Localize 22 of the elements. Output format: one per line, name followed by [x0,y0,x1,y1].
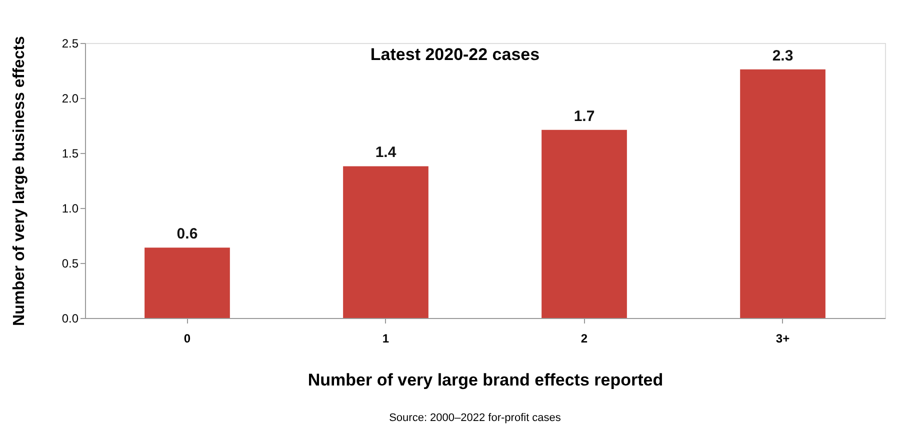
y-axis-title: Number of very large business effects [10,36,28,326]
bar [144,248,230,318]
bar [740,69,826,318]
bar [542,130,627,318]
data-label: 1.7 [574,108,595,125]
x-tick-label: 2 [580,332,588,346]
y-tick-label: 1.5 [62,146,79,160]
y-tick-label: 0.0 [62,312,79,326]
source-note: Source: 2000–2022 for-profit cases [389,412,562,424]
y-tick-label: 1.0 [62,202,79,216]
y-tick-label: 0.5 [62,256,79,270]
x-tick-label: 0 [184,332,191,346]
data-label: 1.4 [375,144,397,162]
x-tick-label: 3+ [776,332,790,346]
data-label: 2.3 [772,47,794,64]
y-tick-label: 2.0 [62,92,79,106]
x-axis-title: Number of very large brand effects reported [308,370,664,390]
y-tick-label: 2.5 [62,36,79,50]
bar [343,166,428,318]
data-label: 0.6 [176,226,198,243]
x-tick-label: 1 [382,332,390,346]
chart-title: Latest 2020-22 cases [370,45,540,64]
